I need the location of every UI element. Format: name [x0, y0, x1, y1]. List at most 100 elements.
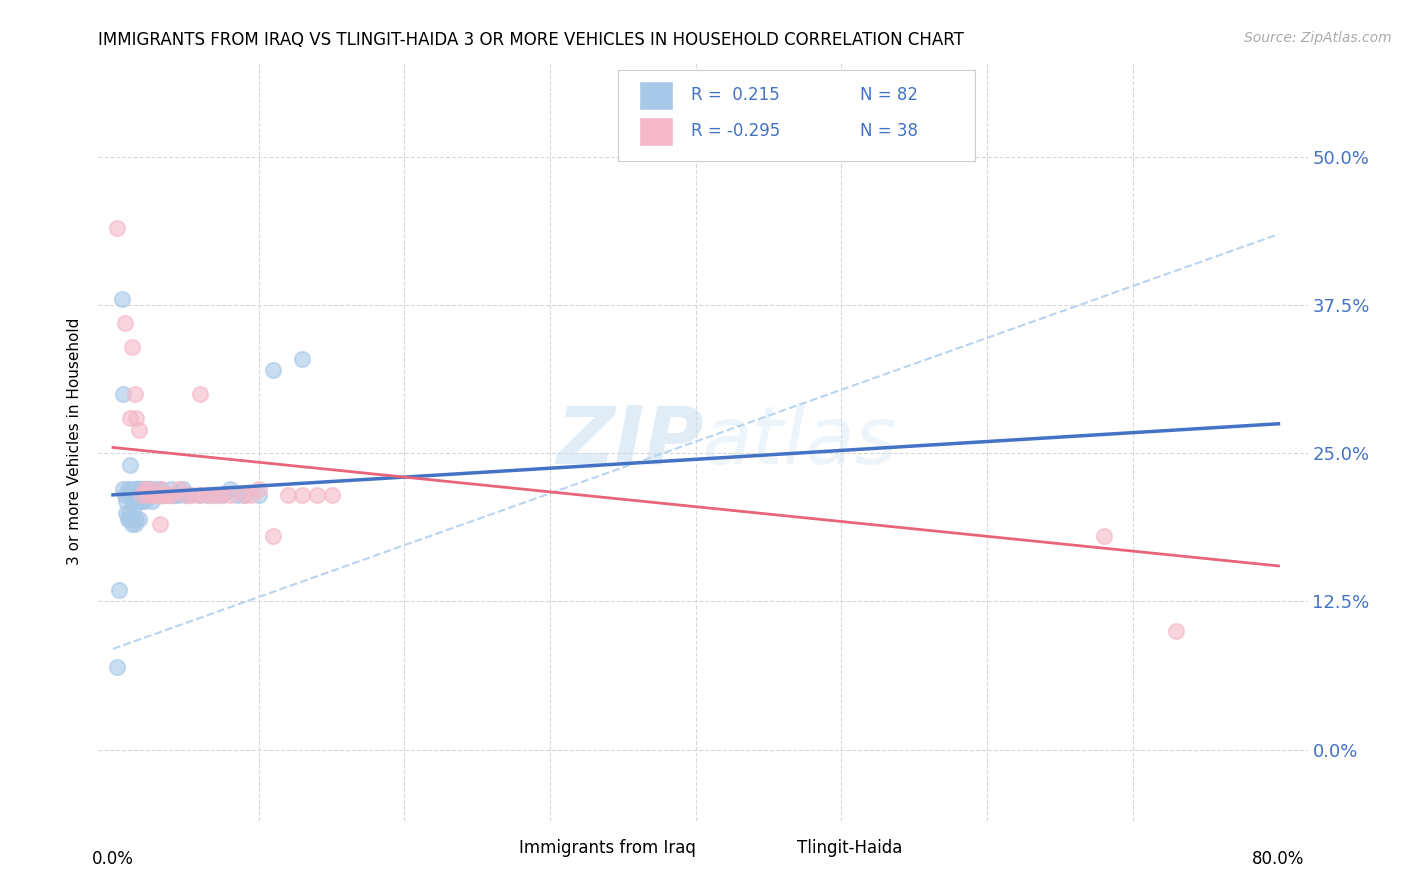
- Point: [131, 488, 153, 502]
- Point: [121, 340, 143, 354]
- Text: N = 82: N = 82: [860, 86, 918, 104]
- Point: [197, 488, 219, 502]
- Point: [114, 488, 136, 502]
- Point: [146, 488, 169, 502]
- Point: [190, 488, 212, 502]
- Point: [129, 482, 152, 496]
- Text: N = 38: N = 38: [860, 121, 918, 140]
- Point: [247, 482, 270, 496]
- Point: [204, 488, 226, 502]
- Text: Tlingit-Haida: Tlingit-Haida: [797, 839, 903, 857]
- Point: [167, 482, 190, 496]
- Point: [190, 488, 212, 502]
- Point: [181, 488, 204, 502]
- Point: [124, 387, 146, 401]
- Text: R = -0.295: R = -0.295: [690, 121, 780, 140]
- Point: [138, 482, 160, 496]
- Point: [218, 488, 240, 502]
- Point: [247, 488, 270, 502]
- Point: [118, 511, 141, 525]
- Point: [131, 493, 153, 508]
- Point: [174, 488, 197, 502]
- Point: [233, 488, 256, 502]
- Point: [141, 493, 163, 508]
- Text: 80.0%: 80.0%: [1253, 850, 1305, 868]
- Point: [138, 488, 160, 502]
- Point: [160, 488, 183, 502]
- Point: [114, 316, 136, 330]
- Point: [218, 482, 240, 496]
- Point: [145, 482, 167, 496]
- Point: [134, 482, 156, 496]
- Point: [131, 488, 153, 502]
- Point: [305, 488, 328, 502]
- Point: [120, 488, 142, 502]
- Point: [117, 511, 139, 525]
- Point: [112, 482, 135, 496]
- Point: [125, 511, 148, 525]
- Point: [134, 482, 156, 496]
- Point: [128, 511, 150, 525]
- Point: [136, 488, 159, 502]
- Point: [225, 488, 247, 502]
- Point: [125, 410, 148, 425]
- Point: [177, 488, 200, 502]
- Point: [153, 488, 176, 502]
- Point: [124, 517, 146, 532]
- Point: [142, 488, 165, 502]
- Point: [157, 488, 180, 502]
- Point: [150, 482, 173, 496]
- Text: atlas: atlas: [703, 402, 898, 481]
- Point: [124, 482, 146, 496]
- Point: [149, 517, 172, 532]
- Point: [291, 488, 314, 502]
- Point: [124, 493, 146, 508]
- Point: [160, 488, 183, 502]
- Point: [291, 351, 314, 366]
- Point: [150, 488, 173, 502]
- Point: [172, 482, 194, 496]
- Point: [155, 488, 177, 502]
- Point: [153, 488, 176, 502]
- Point: [122, 488, 145, 502]
- Point: [125, 493, 148, 508]
- Point: [120, 410, 142, 425]
- Point: [1092, 529, 1115, 543]
- Point: [136, 482, 159, 496]
- Point: [120, 458, 142, 473]
- Point: [145, 488, 167, 502]
- FancyBboxPatch shape: [479, 838, 509, 858]
- Point: [211, 488, 233, 502]
- Point: [127, 482, 149, 496]
- Point: [132, 488, 155, 502]
- Point: [135, 488, 157, 502]
- Point: [321, 488, 343, 502]
- Point: [145, 488, 167, 502]
- FancyBboxPatch shape: [758, 838, 787, 858]
- Point: [167, 488, 190, 502]
- Point: [127, 493, 149, 508]
- Point: [132, 482, 155, 496]
- Point: [124, 488, 146, 502]
- Point: [163, 488, 186, 502]
- Point: [121, 493, 143, 508]
- Point: [163, 488, 186, 502]
- Point: [142, 488, 165, 502]
- Point: [138, 488, 160, 502]
- Point: [105, 659, 128, 673]
- Point: [127, 488, 149, 502]
- Point: [262, 529, 284, 543]
- Text: R =  0.215: R = 0.215: [690, 86, 780, 104]
- Point: [1166, 624, 1188, 639]
- Point: [131, 482, 153, 496]
- Text: ZIP: ZIP: [555, 402, 703, 481]
- Point: [138, 482, 160, 496]
- Point: [141, 482, 163, 496]
- Point: [129, 488, 152, 502]
- Point: [134, 493, 156, 508]
- Y-axis label: 3 or more Vehicles in Household: 3 or more Vehicles in Household: [67, 318, 83, 566]
- Point: [111, 293, 134, 307]
- Point: [204, 488, 226, 502]
- Point: [115, 493, 138, 508]
- Point: [174, 488, 197, 502]
